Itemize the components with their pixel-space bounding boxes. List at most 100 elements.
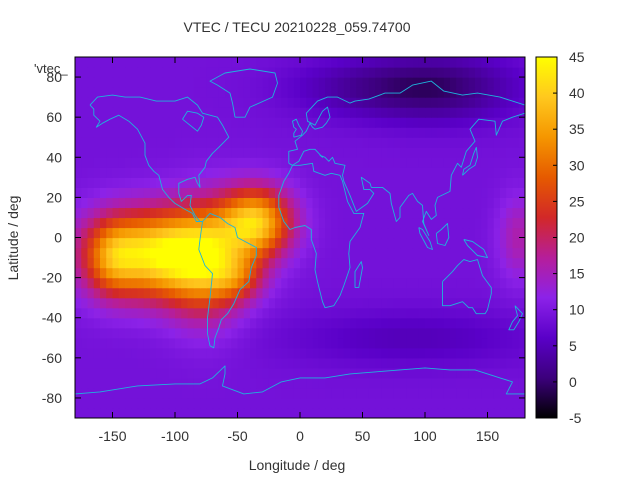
heatmap-cell	[425, 217, 432, 229]
heatmap-cell	[518, 347, 525, 359]
heatmap-cell	[75, 317, 82, 329]
heatmap-cell	[231, 217, 239, 229]
heatmap-cell	[131, 227, 139, 239]
heatmap-cell	[337, 317, 345, 329]
heatmap-cell	[512, 317, 520, 329]
heatmap-cell	[368, 267, 376, 279]
heatmap-cell	[481, 337, 489, 349]
heatmap-cell	[118, 327, 126, 339]
heatmap-cell	[100, 327, 107, 339]
heatmap-cell	[506, 307, 514, 319]
heatmap-cell	[200, 187, 207, 198]
heatmap-cell	[512, 337, 520, 349]
heatmap-cell	[456, 397, 464, 409]
heatmap-cell	[456, 167, 464, 178]
heatmap-cell	[131, 397, 139, 409]
heatmap-cell	[287, 307, 295, 319]
heatmap-cell	[143, 357, 151, 369]
heatmap-cell	[175, 287, 182, 299]
heatmap-cell	[393, 277, 401, 289]
heatmap-cell	[481, 197, 489, 209]
heatmap-cell	[93, 287, 101, 299]
heatmap-cell	[387, 77, 395, 88]
heatmap-cell	[137, 317, 145, 329]
heatmap-cell	[175, 97, 182, 108]
heatmap-cell	[362, 87, 370, 98]
heatmap-cell	[406, 217, 414, 229]
heatmap-cell	[187, 177, 195, 188]
heatmap-cell	[193, 77, 201, 88]
heatmap-cell	[75, 177, 82, 188]
x-axis: -150 -100 -50 0 50 100 150	[98, 57, 499, 444]
heatmap-cell	[506, 297, 514, 309]
heatmap-cell	[100, 87, 107, 98]
heatmap-cell	[337, 127, 345, 138]
heatmap-cell	[181, 77, 189, 88]
heatmap-cell	[375, 227, 382, 239]
heatmap-cell	[87, 357, 95, 369]
heatmap-cell	[225, 357, 232, 369]
heatmap-cell	[293, 407, 301, 418]
heatmap-cell	[356, 337, 364, 349]
heatmap-cell	[462, 357, 470, 369]
heatmap-cell	[231, 77, 239, 88]
heatmap-cell	[431, 137, 439, 148]
heatmap-cell	[93, 357, 101, 369]
heatmap-cell	[131, 367, 139, 379]
heatmap-cell	[481, 67, 489, 78]
heatmap-cell	[431, 207, 439, 219]
heatmap-cell	[406, 207, 414, 219]
heatmap-cell	[181, 377, 189, 389]
heatmap-cell	[125, 397, 132, 409]
heatmap-cell	[181, 177, 189, 188]
heatmap-cell	[125, 257, 132, 269]
heatmap-cell	[100, 247, 107, 259]
heatmap-cell	[331, 287, 339, 299]
heatmap-cell	[481, 407, 489, 418]
heatmap-cell	[112, 337, 120, 349]
heatmap-cell	[343, 167, 351, 178]
heatmap-cell	[206, 317, 214, 329]
heatmap-cell	[500, 327, 507, 339]
heatmap-cell	[331, 317, 339, 329]
heatmap-cell	[243, 307, 251, 319]
heatmap-cell	[462, 377, 470, 389]
heatmap-cell	[450, 107, 457, 118]
colorbar-tick-label: 25	[569, 193, 585, 209]
heatmap-cell	[318, 197, 326, 209]
heatmap-cell	[143, 87, 151, 98]
heatmap-cell	[193, 247, 201, 259]
heatmap-cell	[431, 407, 439, 418]
heatmap-cell	[181, 407, 189, 418]
heatmap-cell	[237, 247, 245, 259]
heatmap-cell	[318, 337, 326, 349]
y-tick-label: 20	[46, 189, 62, 205]
heatmap-cell	[162, 217, 170, 229]
heatmap-cell	[231, 377, 239, 389]
heatmap-cell	[493, 387, 501, 399]
heatmap-cell	[412, 197, 420, 209]
heatmap-cell	[250, 117, 257, 128]
heatmap-cell	[187, 267, 195, 279]
heatmap-cell	[181, 397, 189, 409]
heatmap-cell	[431, 317, 439, 329]
heatmap-cell	[506, 337, 514, 349]
heatmap-cell	[181, 57, 189, 68]
heatmap-cell	[93, 337, 101, 349]
heatmap-cell	[218, 367, 226, 379]
heatmap-cell	[393, 337, 401, 349]
heatmap-cell	[287, 197, 295, 209]
heatmap-cell	[400, 217, 407, 229]
heatmap-cell	[143, 217, 151, 229]
heatmap-cell	[212, 327, 220, 339]
heatmap-cell	[206, 307, 214, 319]
heatmap-cell	[337, 387, 345, 399]
heatmap-cell	[181, 287, 189, 299]
heatmap-cell	[518, 387, 525, 399]
heatmap-cell	[125, 77, 132, 88]
heatmap-cell	[412, 127, 420, 138]
heatmap-cell	[187, 187, 195, 198]
colorbar-tick-label: 45	[569, 49, 585, 65]
heatmap-cell	[106, 97, 114, 108]
heatmap-cell	[206, 67, 214, 78]
